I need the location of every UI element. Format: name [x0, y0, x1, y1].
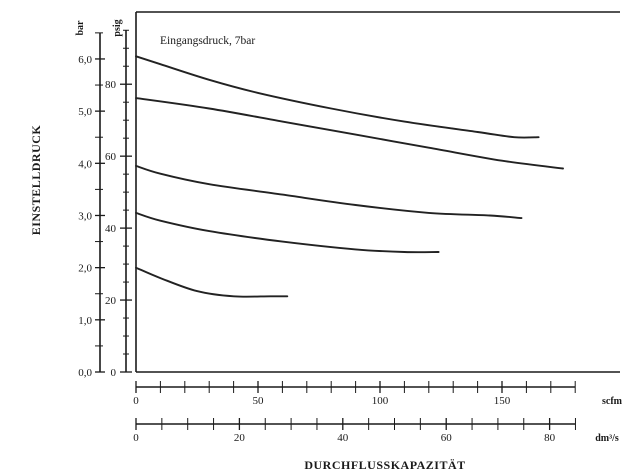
bar-tick-label: 4,0: [78, 158, 92, 170]
psig-tick-label: 80: [105, 79, 117, 91]
psig-tick-label: 40: [105, 223, 117, 235]
dm3s-tick-label: 60: [441, 432, 453, 444]
scfm-tick-label: 50: [253, 395, 265, 407]
dm3s-tick-label: 40: [337, 432, 349, 444]
pressure-curve-3: [135, 164, 523, 220]
y-unit-primary: bar: [75, 20, 86, 36]
psig-tick-label: 20: [105, 295, 117, 307]
bar-tick-label: 0,0: [78, 367, 92, 379]
psig-tick-label: 0: [111, 367, 117, 379]
bar-tick-label: 5,0: [78, 106, 92, 118]
scfm-tick-label: 0: [133, 395, 139, 407]
pressure-curve-4: [135, 211, 440, 254]
y-axis-title: EINSTELLDRUCK: [29, 125, 43, 236]
inlet-pressure-annotation: Eingangsdruck, 7bar: [160, 35, 255, 47]
bar-tick-label: 2,0: [78, 263, 92, 275]
scfm-tick-label: 150: [494, 395, 511, 407]
y-unit-secondary: psig: [112, 19, 123, 36]
dm3s-tick-label: 80: [544, 432, 556, 444]
plot-frame: [135, 11, 620, 373]
dm3s-tick-label: 20: [234, 432, 246, 444]
pressure-curve-2: [135, 97, 564, 170]
bar-tick-label: 6,0: [78, 54, 92, 66]
bar-tick-label: 3,0: [78, 210, 92, 222]
psig-tick-label: 60: [105, 151, 117, 163]
pressure-curve-1: [135, 55, 540, 139]
x-axis-title: DURCHFLUSSKAPAZITÄT: [304, 458, 465, 472]
y-axes: 0,0 1,0 2,0 3,0 4,0 5,0 6,0 0 20 40 60 80: [78, 29, 132, 379]
pressure-curve-5: [135, 266, 289, 298]
x-unit-secondary: dm³/s: [595, 433, 619, 444]
dm3s-tick-label: 0: [133, 432, 139, 444]
bar-tick-label: 1,0: [78, 315, 92, 327]
series-group: [135, 55, 564, 298]
scfm-tick-label: 100: [372, 395, 389, 407]
x-unit-primary: scfm: [602, 396, 623, 407]
x-axes: 0 50 100 150 0 20 40 60 80: [133, 381, 576, 444]
